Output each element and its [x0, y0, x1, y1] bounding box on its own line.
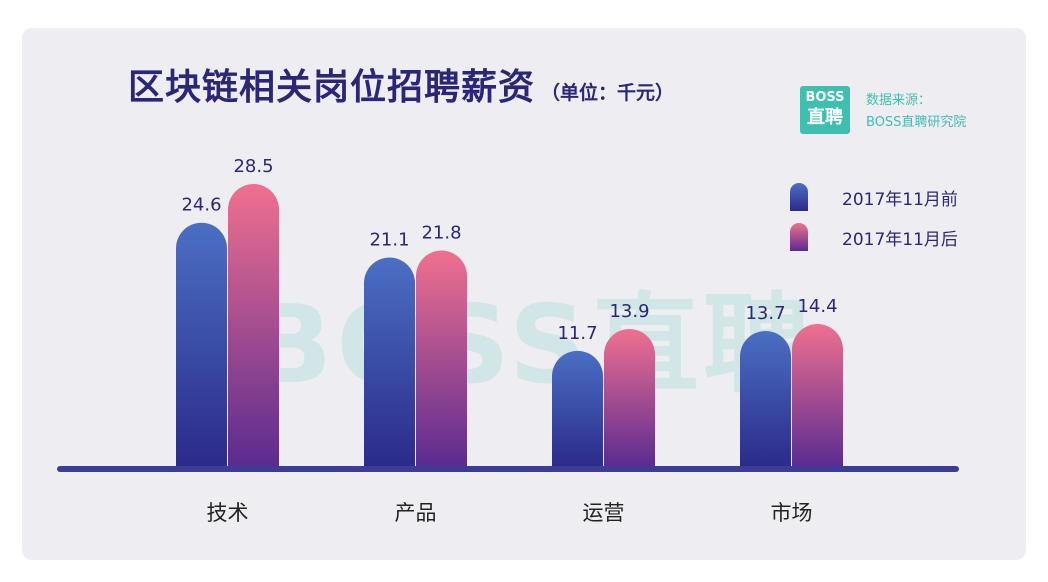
value-label-after-2: 13.9	[609, 301, 649, 322]
legend-label-after: 2017年11月后	[842, 229, 958, 250]
legend-label-before: 2017年11月前	[842, 189, 958, 210]
data-source: 数据来源： BOSS直聘研究院	[866, 90, 966, 134]
boss-logo: BOSS 直聘	[800, 86, 850, 134]
bar-after-3	[792, 324, 843, 467]
value-label-before-1: 21.1	[369, 229, 409, 250]
title-unit: （单位：千元）	[541, 82, 675, 104]
bar-before-3	[740, 330, 791, 467]
bar-after-2	[604, 328, 655, 467]
bar-before-1	[364, 257, 415, 467]
chart-title: 区块链相关岗位招聘薪资 （单位：千元）	[128, 58, 674, 108]
legend-item-before: 2017年11月前	[790, 183, 958, 211]
category-label-2: 运营	[583, 501, 625, 525]
logo-line1: BOSS	[805, 90, 845, 105]
source-line2: BOSS直聘研究院	[866, 115, 967, 130]
category-label-0: 技术	[207, 501, 249, 525]
bar-after-0	[228, 184, 279, 468]
value-label-after-1: 21.8	[421, 223, 461, 244]
category-label-1: 产品	[395, 501, 437, 525]
bar-before-2	[552, 350, 603, 467]
watermark: BOSS直聘	[250, 283, 815, 408]
source-line1: 数据来源：	[866, 93, 932, 108]
legend-swatch-before	[790, 183, 808, 211]
legend-item-after: 2017年11月后	[790, 223, 958, 251]
title-main: 区块链相关岗位招聘薪资	[128, 67, 536, 108]
bar-before-0	[176, 222, 227, 467]
category-label-3: 市场	[771, 501, 813, 525]
logo-line2: 直聘	[807, 107, 843, 128]
legend-swatch-after	[790, 223, 808, 251]
bar-after-1	[416, 250, 467, 467]
value-label-before-3: 13.7	[745, 303, 785, 324]
value-label-before-2: 11.7	[557, 323, 597, 344]
value-label-before-0: 24.6	[181, 195, 221, 216]
value-label-after-3: 14.4	[797, 296, 837, 317]
value-label-after-0: 28.5	[233, 156, 273, 177]
